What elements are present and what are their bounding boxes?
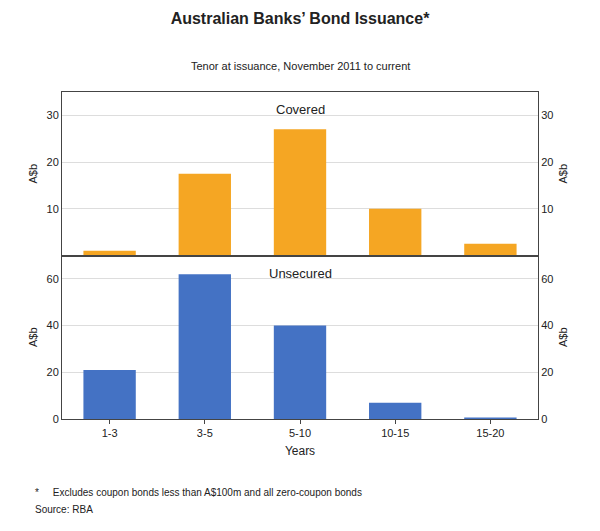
svg-text:20: 20 [47,156,59,168]
svg-text:Unsecured: Unsecured [269,266,332,281]
svg-text:10: 10 [47,203,59,215]
svg-text:20: 20 [541,366,553,378]
svg-text:15-20: 15-20 [476,427,504,439]
svg-text:0: 0 [53,413,59,425]
svg-text:* Excludes coupon bonds le: * Excludes coupon bonds less than A$100m… [35,487,362,498]
svg-text:A$b: A$b [27,327,39,347]
svg-text:1-3: 1-3 [102,427,118,439]
svg-text:5-10: 5-10 [289,427,311,439]
svg-text:3-5: 3-5 [197,427,213,439]
svg-text:Tenor at issuance, November 20: Tenor at issuance, November 2011 to curr… [191,60,410,72]
svg-text:Covered: Covered [276,102,325,117]
svg-text:10-15: 10-15 [381,427,409,439]
svg-text:Australian Banks’ Bond Issuanc: Australian Banks’ Bond Issuance* [171,10,431,27]
svg-text:A$b: A$b [27,164,39,184]
svg-text:A$b: A$b [557,327,569,347]
svg-text:20: 20 [541,156,553,168]
svg-text:Source: RBA: Source: RBA [35,504,93,515]
svg-text:A$b: A$b [557,164,569,184]
svg-text:10: 10 [541,203,553,215]
svg-text:40: 40 [541,319,553,331]
svg-text:30: 30 [541,109,553,121]
svg-text:30: 30 [47,109,59,121]
svg-text:20: 20 [47,366,59,378]
svg-text:0: 0 [541,413,547,425]
svg-text:60: 60 [47,273,59,285]
svg-text:40: 40 [47,319,59,331]
svg-text:Years: Years [285,444,315,458]
svg-text:60: 60 [541,273,553,285]
